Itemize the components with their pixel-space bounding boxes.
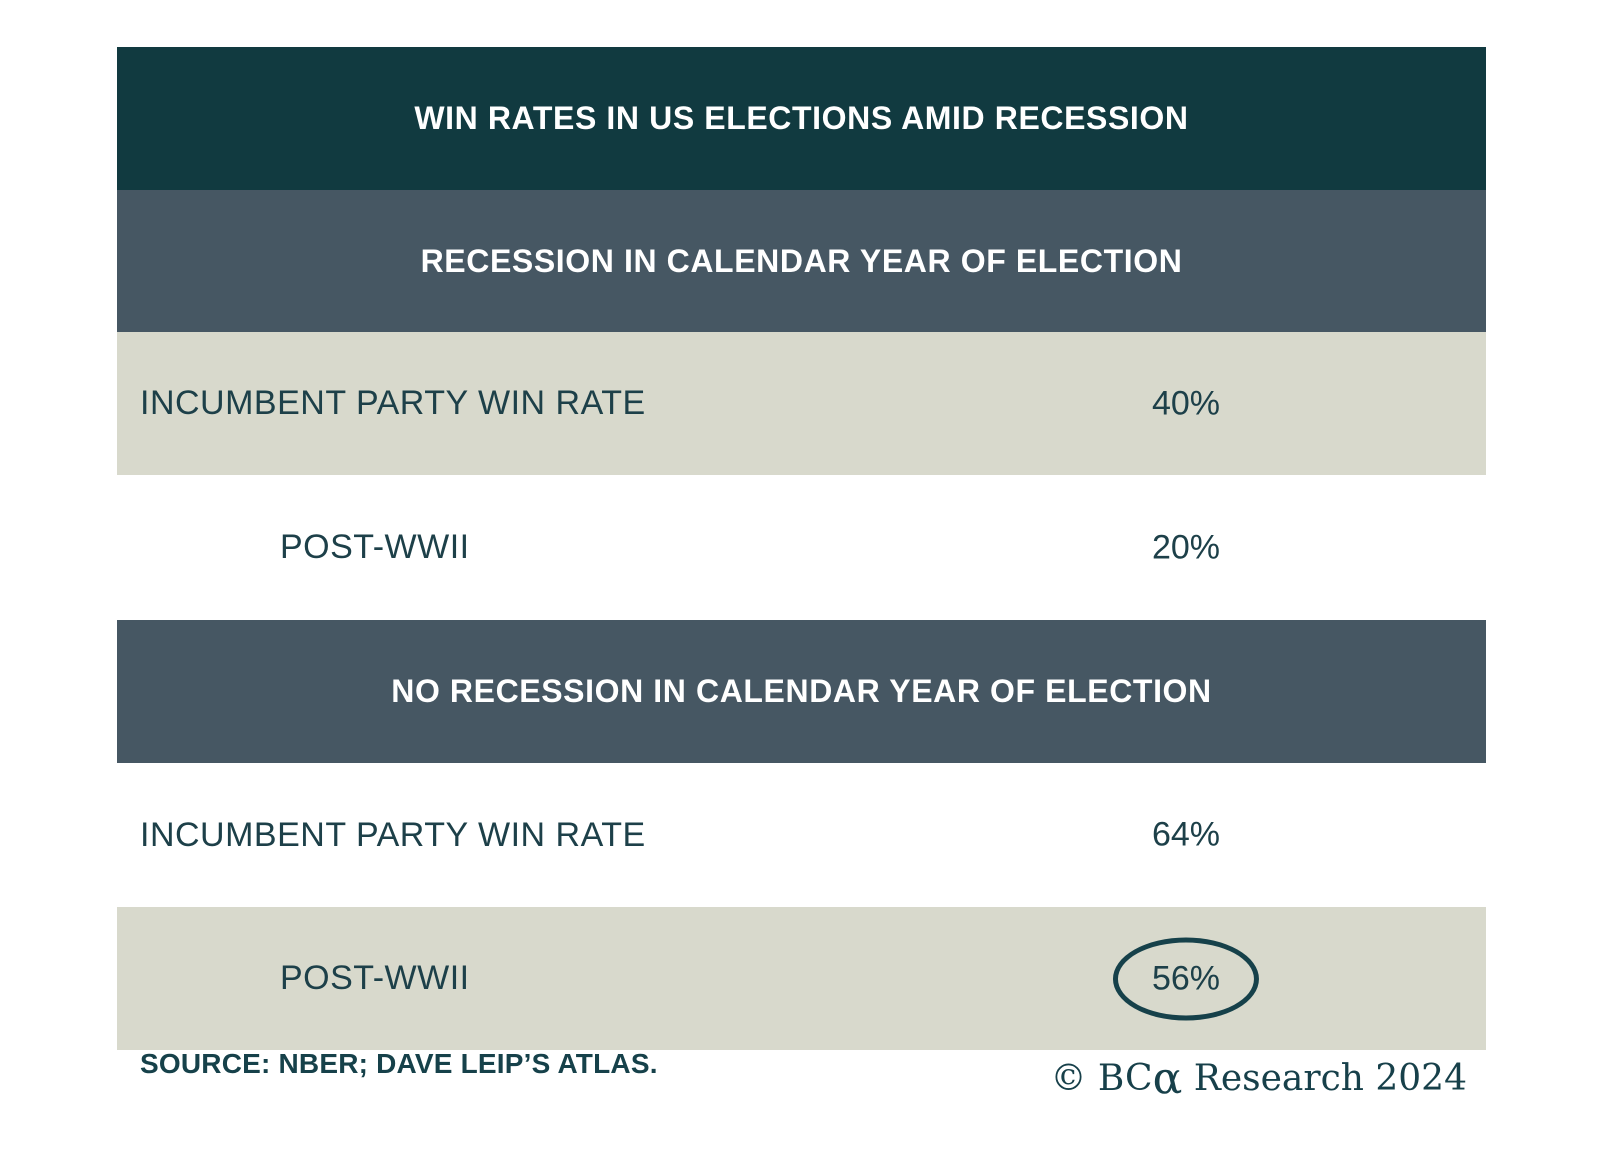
bca-research-attribution: © BCα Research 2024 xyxy=(1050,1057,1467,1101)
table-title: WIN RATES IN US ELECTIONS AMID RECESSION xyxy=(414,100,1189,136)
bca-alpha-glyph: α xyxy=(1152,1053,1183,1104)
section-header-recession-label: RECESSION IN CALENDAR YEAR OF ELECTION xyxy=(420,242,1183,279)
copyright-suffix: Research 2024 xyxy=(1182,1058,1467,1099)
row-label-incumbent-no-recession: INCUMBENT PARTY WIN RATE xyxy=(140,815,646,854)
section-header-recession: RECESSION IN CALENDAR YEAR OF ELECTION xyxy=(117,190,1486,332)
row-value-postwwii-no-recession-circled: 56% xyxy=(1112,937,1260,1020)
table-row: POST-WWII 56% xyxy=(117,907,1486,1050)
row-label-incumbent-recession: INCUMBENT PARTY WIN RATE xyxy=(140,384,646,422)
row-value-incumbent-no-recession: 64% xyxy=(1151,815,1221,854)
table-title-band: WIN RATES IN US ELECTIONS AMID RECESSION xyxy=(117,47,1486,190)
table-row: INCUMBENT PARTY WIN RATE 64% xyxy=(117,763,1486,907)
row-value-incumbent-recession: 40% xyxy=(1151,384,1221,422)
table-row: POST-WWII 20% xyxy=(117,475,1486,620)
row-label-postwwii-no-recession: POST-WWII xyxy=(280,959,470,997)
table-row: INCUMBENT PARTY WIN RATE 40% xyxy=(117,332,1486,475)
section-header-no-recession-label: NO RECESSION IN CALENDAR YEAR OF ELECTIO… xyxy=(391,673,1212,709)
row-value-postwwii-recession: 20% xyxy=(1151,528,1221,566)
section-header-no-recession: NO RECESSION IN CALENDAR YEAR OF ELECTIO… xyxy=(117,620,1486,763)
copyright-prefix: © BC xyxy=(1050,1058,1153,1099)
win-rates-table: WIN RATES IN US ELECTIONS AMID RECESSION… xyxy=(117,47,1486,1050)
source-note: SOURCE: NBER; DAVE LEIP’S ATLAS. xyxy=(140,1048,658,1079)
row-label-postwwii-recession: POST-WWII xyxy=(280,528,470,566)
